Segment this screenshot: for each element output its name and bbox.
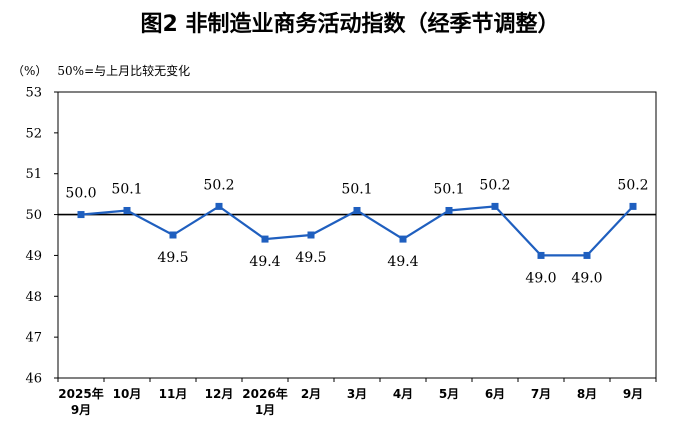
data-point-marker [307, 231, 315, 239]
data-label: 50.2 [203, 177, 234, 193]
data-label: 49.5 [295, 250, 326, 266]
y-tick-label: 50 [25, 208, 42, 223]
y-tick-label: 48 [25, 290, 42, 305]
x-tick-label: 1月 [255, 403, 275, 417]
plot-frame [57, 91, 657, 379]
data-point-marker [445, 206, 453, 214]
data-label: 50.1 [341, 181, 372, 197]
data-point-marker [491, 202, 499, 210]
data-point-marker [169, 231, 177, 239]
x-tick-label: 9月 [71, 403, 91, 417]
chart-title: 图2 非制造业商务活动指数（经季节调整） [140, 12, 560, 37]
x-tick-label: 3月 [347, 387, 367, 401]
data-point-marker [215, 202, 223, 210]
data-point-marker [583, 251, 591, 259]
y-tick-label: 49 [25, 249, 42, 264]
data-label: 50.2 [617, 177, 648, 193]
y-tick-label: 47 [25, 331, 42, 346]
data-label: 49.0 [525, 270, 556, 286]
data-label: 49.4 [387, 254, 418, 270]
y-tick-label: 52 [25, 126, 42, 141]
data-label: 50.2 [479, 177, 510, 193]
unit-label: （%） [12, 64, 48, 78]
reference-note: 50%=与上月比较无变化 [57, 64, 191, 78]
x-tick-label: 4月 [393, 387, 413, 401]
x-tick-label: 2025年 [58, 386, 103, 401]
data-point-marker [77, 211, 85, 219]
y-tick-label: 46 [25, 372, 42, 387]
x-tick-label: 10月 [113, 387, 142, 401]
data-point-marker [261, 235, 269, 243]
data-point-marker [537, 251, 545, 259]
data-point-marker [399, 235, 407, 243]
data-label: 50.1 [433, 181, 464, 197]
data-label: 49.4 [249, 254, 280, 270]
data-point-marker [353, 206, 361, 214]
x-tick-label: 12月 [205, 387, 234, 401]
data-label: 49.0 [571, 270, 602, 286]
y-tick-label: 53 [25, 86, 42, 101]
x-tick-label: 2026年 [242, 386, 287, 401]
data-point-marker [629, 202, 637, 210]
data-label: 50.1 [111, 181, 142, 197]
unit-note: （%） 50%=与上月比较无变化 [12, 62, 190, 79]
x-tick-label: 7月 [531, 387, 551, 401]
x-tick-label: 2月 [301, 387, 321, 401]
x-tick-label: 8月 [577, 387, 597, 401]
data-point-marker [123, 206, 131, 214]
x-tick-label: 5月 [439, 387, 459, 401]
data-label: 50.0 [65, 186, 96, 202]
x-tick-label: 9月 [623, 387, 643, 401]
x-tick-label: 11月 [159, 387, 188, 401]
data-label: 49.5 [157, 250, 188, 266]
x-tick-label: 6月 [485, 387, 505, 401]
y-tick-label: 51 [25, 167, 42, 182]
